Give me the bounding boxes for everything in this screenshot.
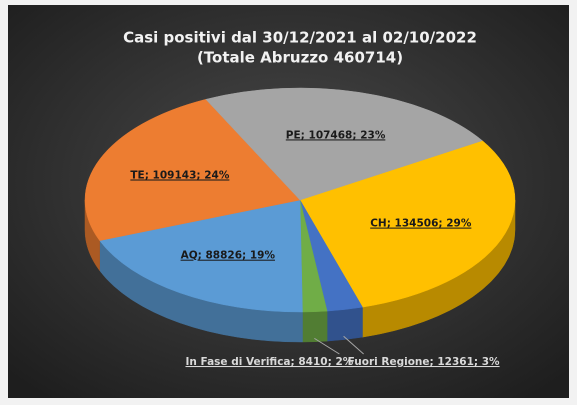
leader-line (343, 335, 364, 355)
data-label: PE; 107468; 23% (286, 129, 386, 141)
data-label: In Fase di Verifica; 8410; 2% (185, 356, 353, 368)
data-label: TE; 109143; 24% (130, 169, 229, 181)
leader-line (314, 337, 340, 355)
slice-side (326, 306, 363, 342)
data-labels: CH; 134506; 29% Fuori Regione; 12361; 3%I… (130, 129, 500, 368)
data-label: Fuori Regione; 12361; 3% (348, 356, 500, 368)
pie-tops (84, 87, 516, 313)
data-label: CH; 134506; 29% (370, 218, 472, 230)
slice (299, 140, 516, 308)
data-label: AQ; 88826; 19% (181, 250, 276, 262)
slice (99, 199, 303, 313)
slice-side (302, 310, 328, 343)
chart-title: Casi positivi dal 30/12/2021 al 02/10/20… (123, 29, 477, 47)
slice (205, 87, 483, 201)
chart-subtitle: (Totale Abruzzo 460714) (197, 49, 403, 67)
slice (84, 99, 301, 241)
